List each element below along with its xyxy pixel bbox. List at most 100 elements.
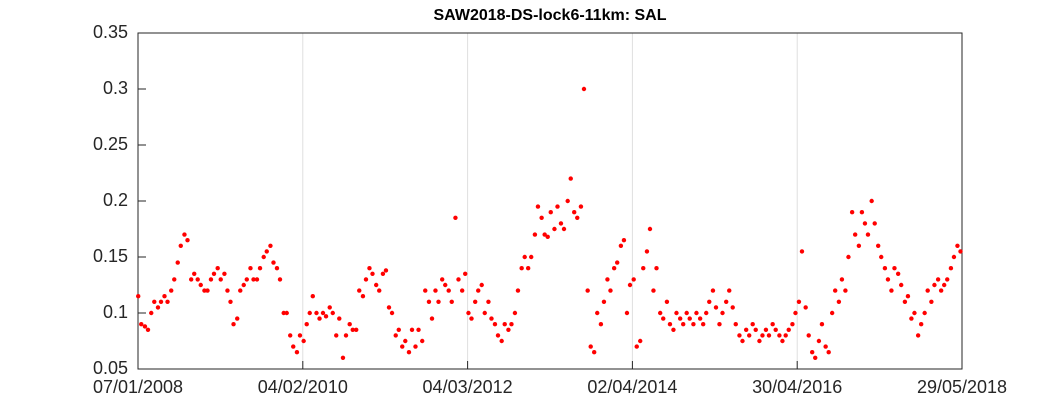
point bbox=[829, 310, 835, 316]
point bbox=[271, 260, 276, 265]
point bbox=[519, 266, 524, 271]
point bbox=[535, 204, 541, 209]
point bbox=[700, 322, 706, 327]
point bbox=[799, 249, 805, 254]
point bbox=[486, 299, 491, 304]
point bbox=[912, 310, 917, 316]
point bbox=[257, 266, 263, 271]
point bbox=[932, 282, 937, 288]
point bbox=[578, 204, 584, 209]
point bbox=[208, 277, 214, 282]
point bbox=[922, 310, 927, 316]
point bbox=[323, 314, 329, 319]
point bbox=[889, 288, 894, 293]
point bbox=[334, 333, 339, 338]
point bbox=[727, 288, 732, 293]
point bbox=[354, 327, 359, 332]
point bbox=[941, 282, 947, 288]
y-tick-label: 0.2 bbox=[103, 190, 128, 210]
point bbox=[492, 322, 498, 327]
point bbox=[396, 327, 401, 332]
point bbox=[443, 282, 448, 288]
point bbox=[393, 333, 398, 338]
y-tick-label: 0.3 bbox=[103, 78, 128, 98]
point bbox=[862, 221, 868, 226]
point bbox=[704, 310, 709, 316]
point bbox=[363, 277, 369, 282]
point bbox=[386, 305, 392, 310]
point bbox=[426, 299, 432, 304]
point bbox=[929, 299, 934, 304]
point bbox=[641, 266, 646, 271]
point bbox=[389, 310, 395, 316]
point bbox=[865, 232, 871, 237]
point bbox=[925, 288, 930, 293]
y-tick-label: 0.35 bbox=[93, 22, 128, 42]
point bbox=[796, 299, 802, 304]
point bbox=[449, 299, 454, 304]
x-tick-label: 07/01/2008 bbox=[93, 377, 183, 397]
point bbox=[565, 198, 570, 204]
point bbox=[915, 333, 921, 338]
point bbox=[459, 288, 465, 293]
point bbox=[786, 327, 791, 332]
point bbox=[238, 288, 243, 293]
point bbox=[581, 86, 587, 92]
point bbox=[832, 288, 838, 293]
point bbox=[529, 254, 534, 260]
point bbox=[211, 271, 217, 276]
point bbox=[611, 266, 617, 271]
point bbox=[713, 305, 719, 310]
point bbox=[816, 338, 822, 344]
point bbox=[400, 344, 405, 349]
point bbox=[165, 299, 170, 304]
point bbox=[843, 288, 848, 293]
point bbox=[958, 249, 963, 254]
point bbox=[760, 333, 765, 338]
point bbox=[813, 355, 818, 360]
point bbox=[790, 322, 795, 327]
point bbox=[671, 327, 676, 332]
point bbox=[297, 333, 303, 338]
point bbox=[948, 266, 954, 271]
point bbox=[638, 338, 643, 344]
point bbox=[472, 299, 478, 304]
point bbox=[647, 226, 653, 232]
x-tick-label: 04/03/2012 bbox=[423, 377, 513, 397]
point bbox=[225, 288, 230, 293]
point bbox=[139, 322, 144, 327]
point bbox=[476, 288, 481, 293]
point bbox=[730, 305, 735, 310]
point bbox=[291, 344, 296, 349]
point bbox=[420, 338, 425, 344]
point bbox=[869, 198, 874, 204]
point bbox=[627, 282, 633, 288]
point bbox=[572, 210, 577, 215]
point bbox=[687, 316, 692, 321]
point bbox=[409, 327, 415, 332]
point bbox=[254, 277, 260, 282]
point bbox=[149, 310, 154, 316]
point bbox=[654, 266, 659, 271]
point bbox=[773, 327, 778, 332]
point bbox=[737, 333, 742, 338]
point bbox=[202, 288, 207, 293]
point bbox=[598, 322, 604, 327]
point bbox=[506, 327, 511, 332]
plot-frame bbox=[137, 32, 963, 370]
point bbox=[542, 232, 547, 237]
point bbox=[423, 288, 428, 293]
point bbox=[618, 243, 624, 248]
point bbox=[691, 322, 696, 327]
point bbox=[288, 333, 293, 338]
point bbox=[172, 277, 177, 282]
point bbox=[502, 322, 507, 327]
point bbox=[674, 310, 679, 316]
point bbox=[555, 204, 560, 209]
point bbox=[152, 299, 157, 304]
point bbox=[261, 254, 266, 260]
point bbox=[360, 294, 366, 299]
point bbox=[836, 299, 842, 304]
point bbox=[522, 254, 527, 260]
point bbox=[561, 226, 567, 232]
